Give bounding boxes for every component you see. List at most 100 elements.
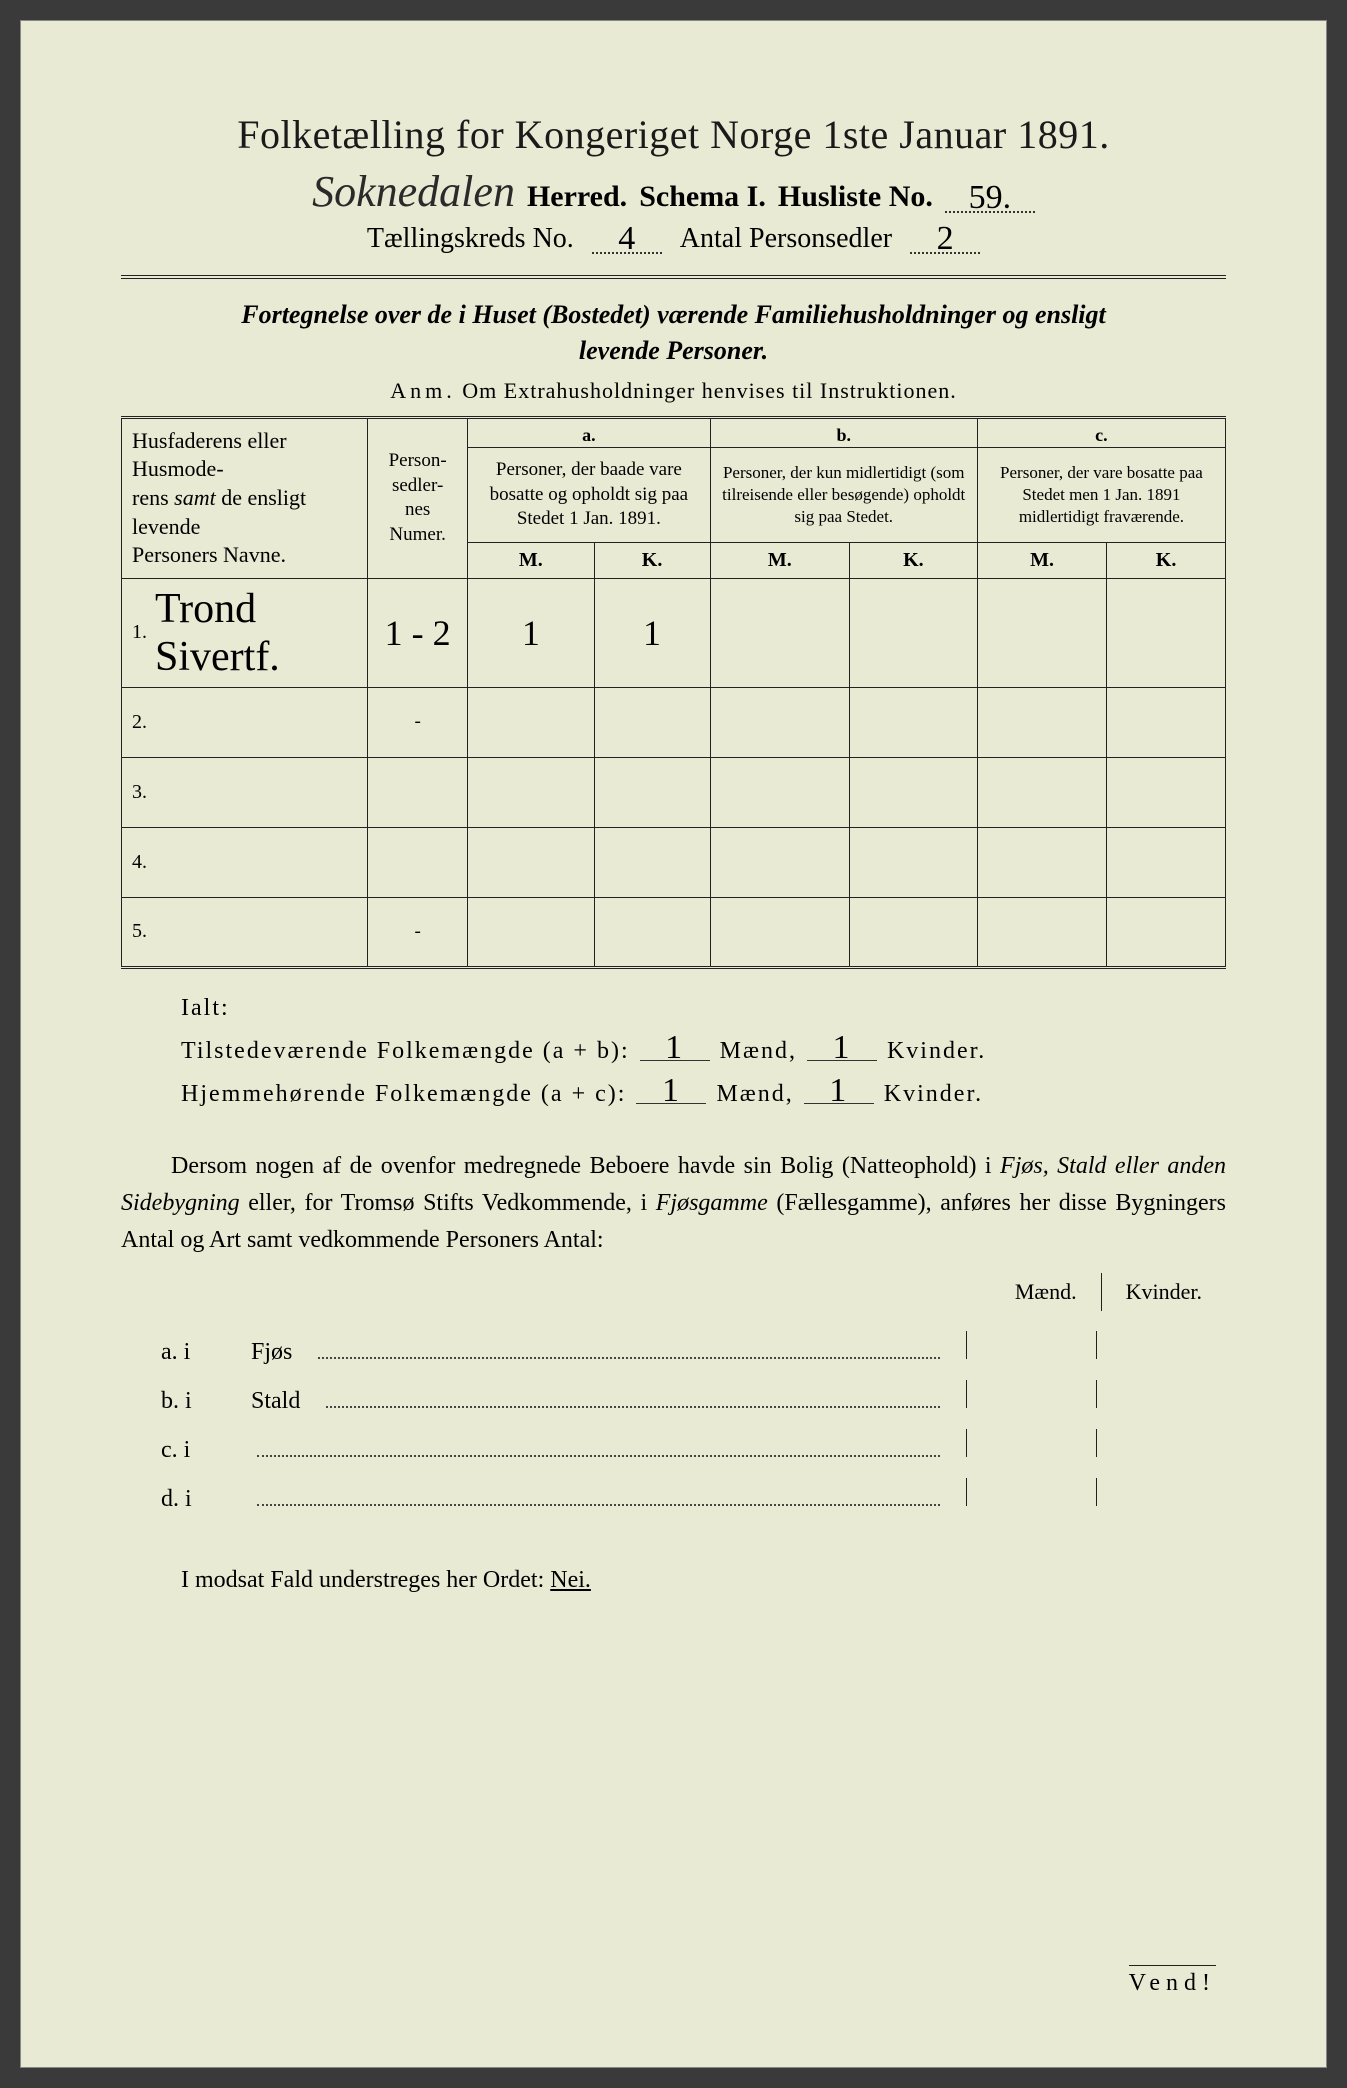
r2-k: 1: [804, 1079, 874, 1104]
row-name: Trond Sivertf.: [155, 578, 368, 687]
row-num: 4.: [122, 827, 156, 897]
row-num: 3.: [122, 757, 156, 827]
r1-label: Tilstedeværende Folkemængde (a + b):: [181, 1038, 630, 1065]
row-numer: 1 - 2: [368, 578, 468, 687]
row-a-m: [468, 687, 594, 757]
r2-label: Hjemmehørende Folkemængde (a + c):: [181, 1081, 626, 1108]
r1-k: 1: [807, 1036, 877, 1061]
kvinder-label: Kvinder.: [884, 1081, 983, 1108]
abcd-label: Stald: [251, 1388, 300, 1415]
table-row: 4.: [122, 827, 1226, 897]
abcd-row: b. i Stald: [161, 1380, 1226, 1415]
r1-m: 1: [640, 1036, 710, 1061]
col-a-k: K.: [594, 542, 710, 578]
antal-label: Antal Personsedler: [680, 223, 892, 255]
divider-rule: [121, 275, 1226, 279]
kvinder-label: Kvinder.: [887, 1038, 986, 1065]
mk-k: Kvinder.: [1101, 1273, 1226, 1311]
row-a-k: 1: [594, 578, 710, 687]
row-b-k: [849, 827, 977, 897]
subhead-line2: levende Personer.: [579, 336, 768, 365]
tail-cells: [966, 1331, 1226, 1359]
r2-m: 1: [636, 1079, 706, 1104]
row-c-k: [1107, 687, 1226, 757]
row-b-m: [710, 687, 849, 757]
nei-line: I modsat Fald understreges her Ordet: Ne…: [181, 1567, 1226, 1594]
dotted-leader: [326, 1387, 940, 1409]
row-num: 2.: [122, 687, 156, 757]
ialt-header: Ialt:: [181, 995, 1226, 1022]
maend-label: Mænd,: [720, 1038, 797, 1065]
schema-label: Schema I.: [639, 180, 766, 214]
kreds-value: 4: [592, 225, 662, 254]
dotted-leader: [257, 1485, 940, 1507]
herred-value: Soknedalen: [312, 166, 515, 217]
row-a-k: [594, 757, 710, 827]
row-b-m: [710, 578, 849, 687]
herred-label: Herred.: [527, 180, 627, 214]
col-names: Husfaderens eller Husmode-rens samt de e…: [122, 417, 368, 578]
dotted-leader: [318, 1338, 940, 1360]
col-c-k: K.: [1107, 542, 1226, 578]
totals-row-2: Hjemmehørende Folkemængde (a + c): 1 Mæn…: [181, 1079, 1226, 1108]
row-c-m: [977, 827, 1106, 897]
tail-cells: [966, 1429, 1226, 1457]
row-name: [155, 827, 368, 897]
abcd-label: Fjøs: [251, 1339, 292, 1366]
totals-row-1: Tilstedeværende Folkemængde (a + b): 1 M…: [181, 1036, 1226, 1065]
col-numer: Person-sedler-nesNumer.: [368, 417, 468, 578]
row-a-m: [468, 757, 594, 827]
col-c-lead: c.: [977, 417, 1225, 447]
row-c-m: [977, 578, 1106, 687]
row-a-k: [594, 827, 710, 897]
antal-value: 2: [910, 225, 980, 254]
col-a-m: M.: [468, 542, 594, 578]
row-c-k: [1107, 757, 1226, 827]
row-numer: [368, 757, 468, 827]
nei-lead: I modsat Fald understreges her Ordet:: [181, 1567, 544, 1593]
abcd-lead: c. i: [161, 1437, 231, 1464]
row-b-k: [849, 687, 977, 757]
tail-cells: [966, 1380, 1226, 1408]
abcd-list: a. i Fjøs b. i Stald c. i d. i: [161, 1331, 1226, 1513]
maend-label: Mænd,: [716, 1081, 793, 1108]
row-name: [155, 687, 368, 757]
husliste-label: Husliste No.: [778, 180, 933, 214]
header-line-2: Soknedalen Herred. Schema I. Husliste No…: [121, 166, 1226, 217]
row-b-k: [849, 757, 977, 827]
husliste-value: 59.: [945, 184, 1035, 213]
row-c-k: [1107, 897, 1226, 967]
row-a-k: [594, 897, 710, 967]
header-line-3: Tællingskreds No. 4 Antal Personsedler 2: [121, 223, 1226, 255]
tail-cells: [966, 1478, 1226, 1506]
table-row: 1. Trond Sivertf. 1 - 2 1 1: [122, 578, 1226, 687]
kreds-label: Tællingskreds No.: [367, 223, 574, 255]
abcd-row: a. i Fjøs: [161, 1331, 1226, 1366]
row-name: [155, 897, 368, 967]
table-body: 1. Trond Sivertf. 1 - 2 1 1 2. -: [122, 578, 1226, 967]
row-numer: -: [368, 687, 468, 757]
row-numer: [368, 827, 468, 897]
dotted-leader: [257, 1436, 940, 1458]
mk-m: Mænd.: [991, 1273, 1101, 1311]
row-c-k: [1107, 578, 1226, 687]
subhead-line1: Fortegnelse over de i Huset (Bostedet) v…: [241, 300, 1106, 329]
anm-text: Om Extrahusholdninger henvises til Instr…: [462, 378, 956, 403]
row-num: 5.: [122, 897, 156, 967]
abcd-lead: d. i: [161, 1486, 231, 1513]
household-table: Husfaderens eller Husmode-rens samt de e…: [121, 416, 1226, 969]
mk-header-table: Mænd. Kvinder.: [991, 1273, 1226, 1311]
col-a-text: Personer, der baade vare bosatte og opho…: [468, 447, 710, 542]
row-b-k: [849, 897, 977, 967]
abcd-row: d. i: [161, 1478, 1226, 1513]
row-b-k: [849, 578, 977, 687]
totals-block: Ialt: Tilstedeværende Folkemængde (a + b…: [181, 995, 1226, 1108]
row-c-k: [1107, 827, 1226, 897]
row-c-m: [977, 757, 1106, 827]
row-a-m: [468, 827, 594, 897]
col-a-lead: a.: [468, 417, 710, 447]
anm-lead: Anm.: [390, 378, 456, 403]
row-a-m: 1: [468, 578, 594, 687]
abcd-lead: b. i: [161, 1388, 231, 1415]
table-row: 5. -: [122, 897, 1226, 967]
